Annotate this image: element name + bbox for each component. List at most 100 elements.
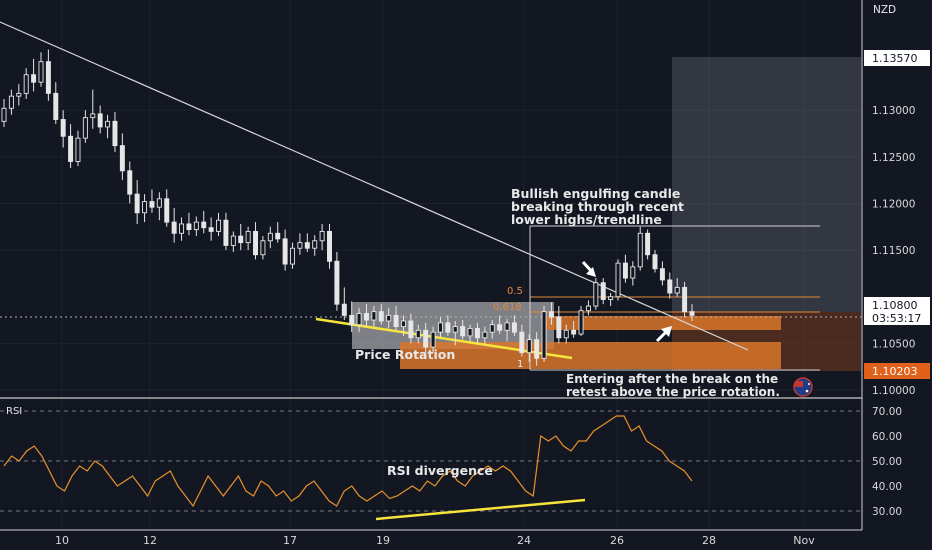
candle [134,180,140,224]
candle [682,281,688,318]
candle [534,332,540,366]
price-axis-ticks: 1.13000 1.12500 1.12000 1.11500 1.10500 1.100… [872,105,915,397]
candle [415,324,421,344]
candle [489,320,495,339]
candle [319,223,325,251]
candle [622,254,628,283]
candle [371,306,377,327]
candle [652,250,658,273]
price-tick-label: 1.12000 [872,198,915,210]
candle [105,114,111,139]
candle [275,222,281,243]
candle [312,235,318,256]
retest-zone-lower [400,342,781,369]
rsi-tick-label: 40.00 [872,481,902,493]
candle [127,161,133,204]
time-tick-label: 26 [610,534,624,547]
candle [423,322,429,353]
candle [223,212,229,251]
candle [474,322,480,344]
candle [179,217,185,241]
candle [364,304,369,327]
candle [334,251,340,311]
bottom-price-text: 1.10203 [872,365,918,378]
candle [82,110,88,143]
candle [31,58,37,92]
price-tick-label: 1.12500 [872,152,915,164]
candle [482,326,488,346]
rsi-tick-label: 60.00 [872,431,902,443]
candle [452,320,458,346]
candle [400,315,406,336]
current-price-badge [864,297,930,325]
countdown-text: 03:53:17 [872,312,921,325]
arrow-breakout-icon [581,260,596,277]
candle [674,278,680,297]
candle [75,130,81,167]
time-tick-label: Nov [793,534,815,547]
candle [267,226,273,249]
candle [238,223,244,251]
candle [16,84,22,106]
candle [260,236,266,260]
price-tick-label: 1.13000 [872,105,915,117]
candle [667,272,673,299]
price-tick-label: 1.11500 [872,245,915,257]
candle [460,320,466,340]
candle [600,278,606,305]
candle [556,306,562,344]
candle [193,216,199,237]
rsi-tick-label: 50.00 [872,456,902,468]
candle [341,287,347,321]
currency-label: NZD [873,4,896,16]
rsi-axis-ticks: 70.00 60.00 50.00 40.00 30.00 [872,406,902,518]
candle [563,324,569,344]
candle [571,320,577,338]
price-tick-label: 1.10000 [872,385,915,397]
time-tick-label: 28 [702,534,716,547]
candle [511,315,517,336]
candle [282,229,288,271]
candle [149,189,155,213]
candle [97,105,103,134]
candle [216,212,222,237]
bottom-price-badge [864,363,930,379]
time-tick-label: 12 [143,534,157,547]
candle [541,306,547,363]
candle [171,208,177,243]
rsi-line [3,415,693,508]
candle [393,306,399,331]
candle [186,212,192,236]
candle [497,315,503,335]
target-zone [672,57,861,312]
time-tick-label: 17 [283,534,297,547]
time-tick-label: 10 [55,534,69,547]
time-axis-ticks: 10 12 17 19 24 26 28 Nov [55,534,815,547]
candle [253,222,259,260]
candle [349,301,355,333]
candle [290,242,296,269]
rsi-divergence-annotation: RSI divergence [387,463,493,478]
candle [38,52,44,87]
candle [430,326,436,353]
candle [593,278,599,310]
candle [437,317,443,338]
candle [615,259,621,301]
candle [245,226,251,251]
annotation-entry-1: Entering after the break on the [566,372,778,386]
candle [1,98,7,127]
candle [504,319,510,342]
candle [659,261,665,286]
top-price-text: 1.13570 [872,52,918,65]
time-tick-label: 19 [376,534,390,547]
fib-label-1: 1 [517,359,523,370]
top-price-badge [864,50,930,66]
candle [8,89,14,115]
rsi-tick-label: 70.00 [872,406,902,418]
candle [378,304,384,325]
current-price-text: 1.10800 [872,299,918,312]
candle [119,133,125,181]
candle [297,233,303,255]
